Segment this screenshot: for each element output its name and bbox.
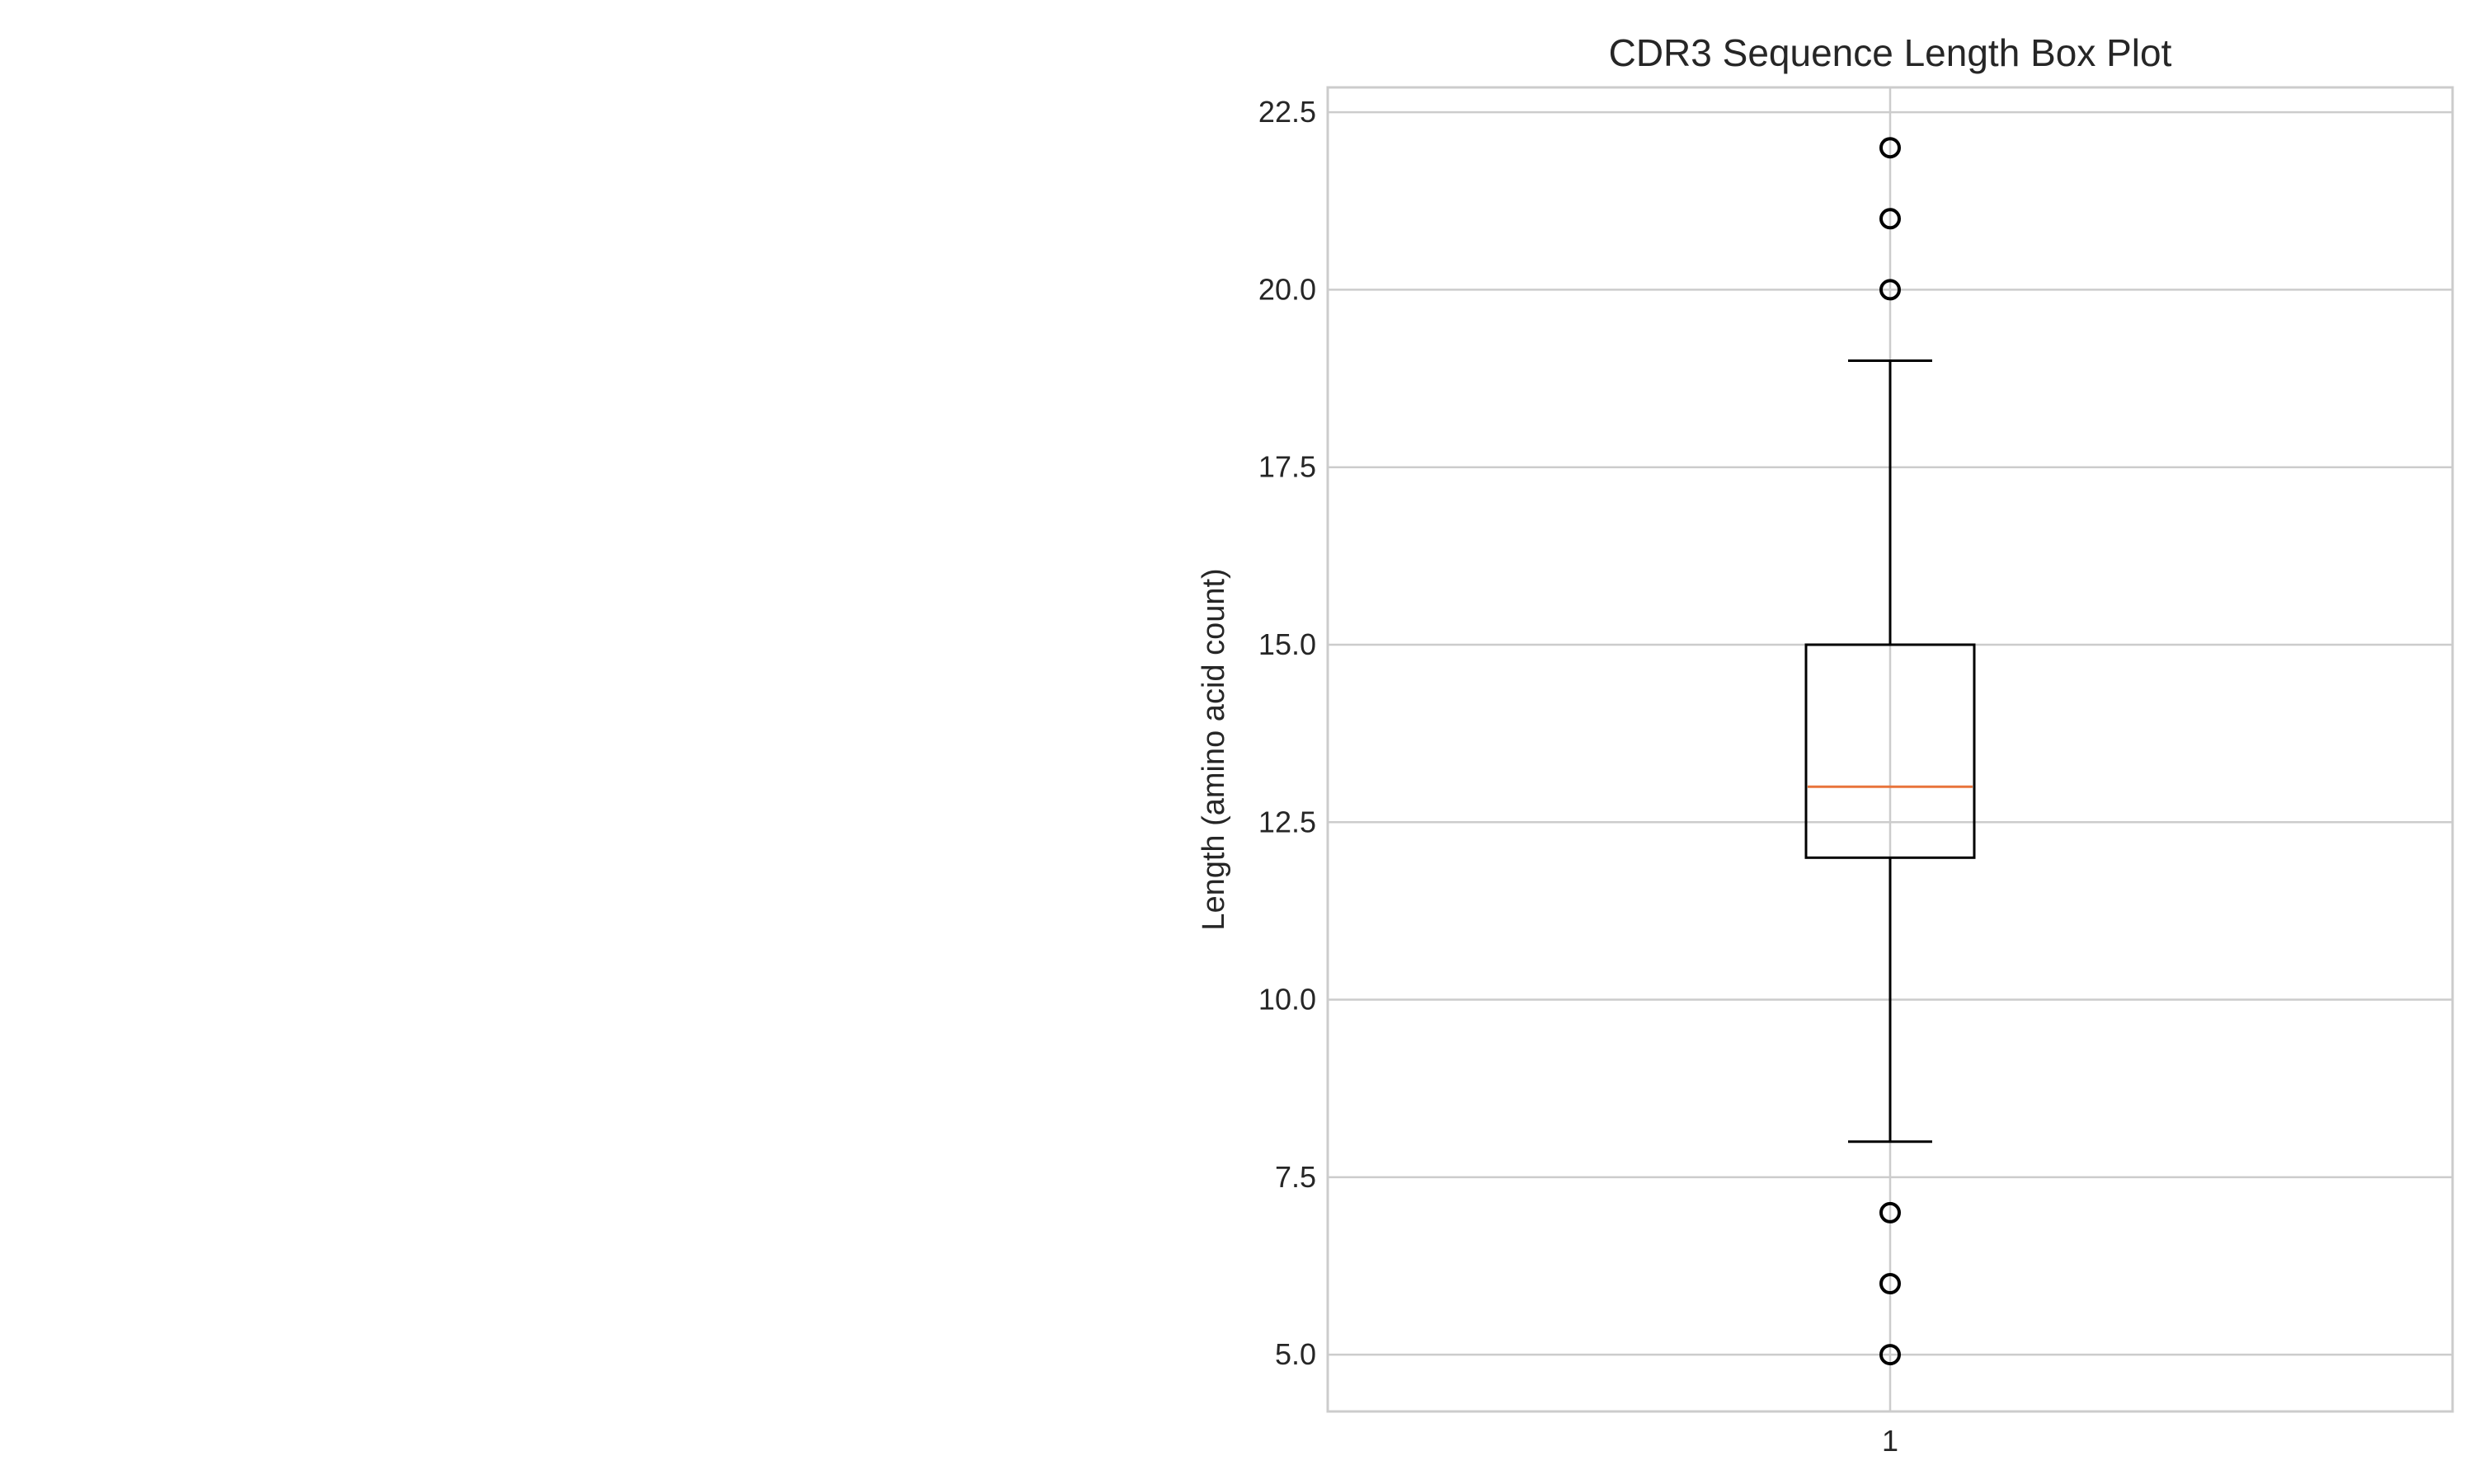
- outlier-point: [1879, 1344, 1901, 1366]
- iqr-box: [1804, 643, 1976, 859]
- outlier-point: [1879, 1201, 1901, 1223]
- y-tick-label: 5.0: [1275, 1337, 1316, 1371]
- y-axis-label: Length (amino acid count): [1197, 568, 1231, 930]
- x-tick-label: 1: [1882, 1424, 1898, 1458]
- outlier-point: [1879, 279, 1901, 301]
- y-tick-labels: 5.0 7.5 10.0 12.5 15.0 17.5 20.0 22.5: [1258, 95, 1316, 1371]
- outlier-point: [1879, 137, 1901, 159]
- axes-spines: [1326, 86, 2454, 1413]
- y-tick-label: 15.0: [1258, 627, 1316, 661]
- x-tick-labels: 1: [1882, 1424, 1898, 1458]
- y-tick-label: 12.5: [1258, 805, 1316, 838]
- y-tick-label: 22.5: [1258, 95, 1316, 129]
- box-layer: [1804, 137, 1976, 1366]
- y-tick-label: 20.0: [1258, 272, 1316, 306]
- y-tick-label: 7.5: [1275, 1160, 1316, 1194]
- grid-layer: [1328, 87, 2453, 1411]
- y-tick-label: 10.0: [1258, 983, 1316, 1017]
- outlier-point: [1879, 1272, 1901, 1294]
- outlier-point: [1879, 208, 1901, 230]
- chart-title: CDR3 Sequence Length Box Plot: [1609, 31, 2172, 74]
- y-tick-label: 17.5: [1258, 450, 1316, 484]
- axes-frame: [1326, 86, 2454, 1413]
